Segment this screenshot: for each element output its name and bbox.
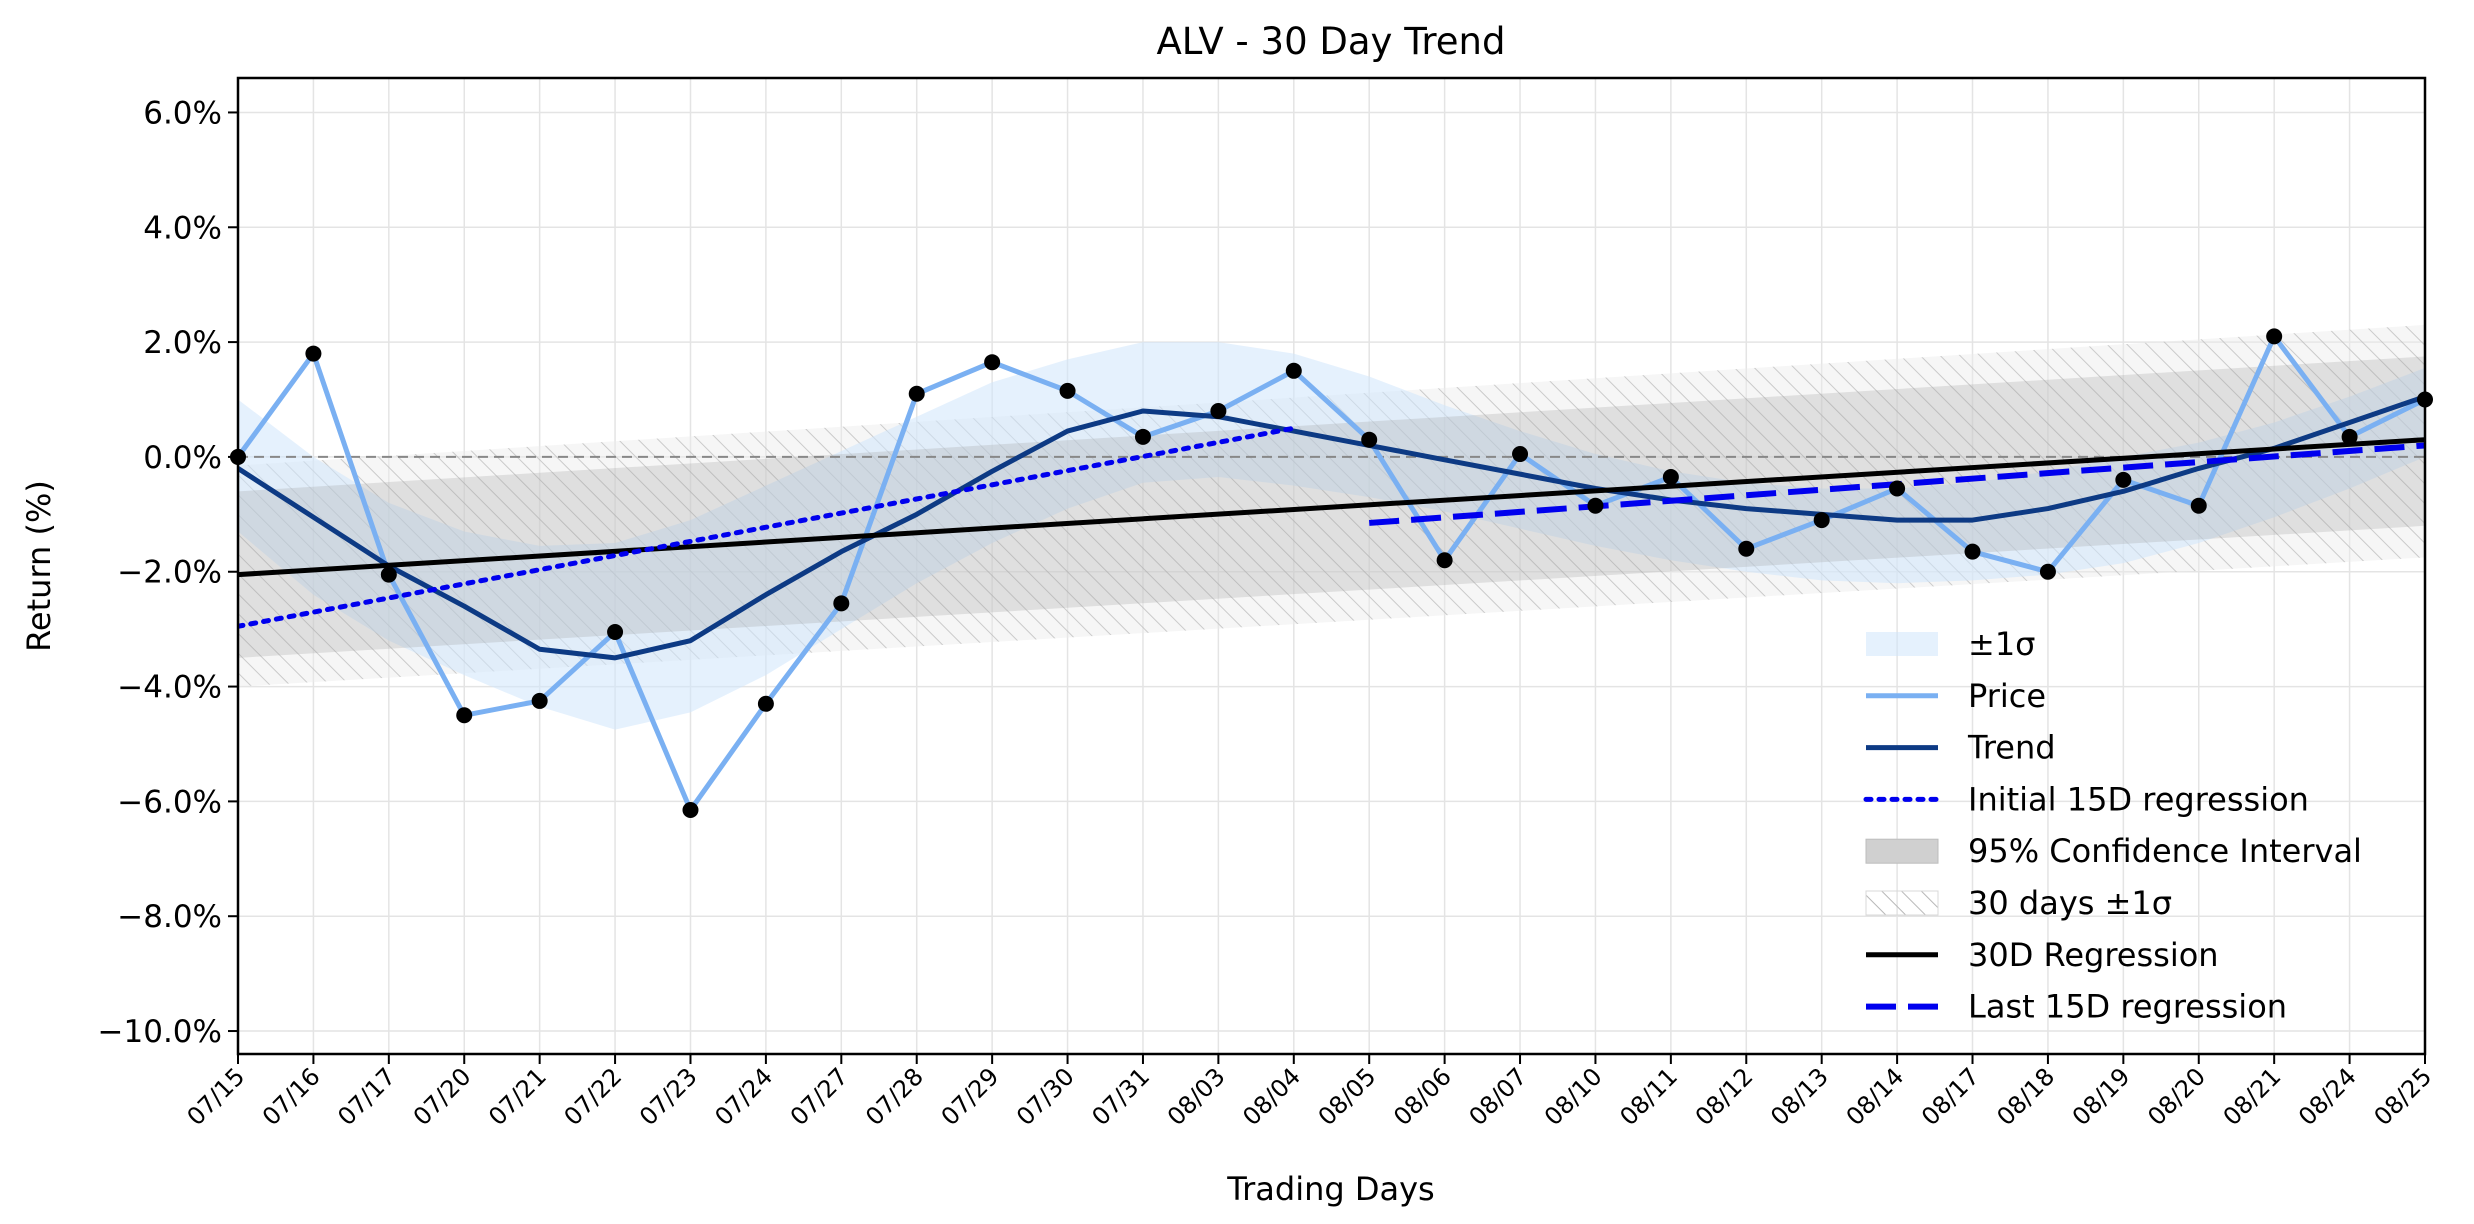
price-point — [2039, 563, 2056, 580]
legend-item: 30 days ±1σ — [1865, 884, 2172, 922]
y-tick-label: 6.0% — [143, 95, 222, 131]
legend-label: Initial 15D regression — [1968, 780, 2309, 818]
price-point — [1813, 512, 1830, 529]
price-point — [531, 692, 548, 709]
legend-swatch — [1866, 632, 1938, 656]
series-lines — [238, 333, 2425, 813]
legend-label: Trend — [1967, 729, 2056, 767]
price-point — [908, 385, 925, 402]
price-point — [1285, 362, 1302, 379]
y-axis-label: Return (%) — [20, 480, 58, 652]
price-point — [1361, 431, 1378, 448]
legend-label: Price — [1968, 677, 2046, 715]
price-point — [1738, 540, 1755, 557]
legend-label: 30 days ±1σ — [1968, 884, 2172, 922]
chart-title: ALV - 30 Day Trend — [1157, 20, 1506, 63]
price-point — [1436, 552, 1453, 569]
legend-item: Last 15D regression — [1866, 988, 2287, 1026]
legend-label: Last 15D regression — [1968, 988, 2287, 1026]
y-tick-label: 2.0% — [143, 325, 222, 361]
legend: ±1σ Price Trend Initial 15D regression 95% C… — [1863, 625, 2362, 1026]
trend-line — [238, 394, 2425, 661]
price-point — [1587, 497, 1604, 514]
price-line — [238, 333, 2425, 813]
regression-30d-line — [238, 437, 2425, 578]
price-point — [984, 354, 1001, 371]
band-sigma — [238, 342, 2425, 730]
y-tick-label: 0.0% — [143, 440, 222, 476]
y-axis: 6.0% 4.0% 2.0% 0.0% −2.0% −4.0% −6.0% −8.0% −10.… — [98, 95, 238, 1050]
legend-item: 95% Confidence Interval — [1865, 832, 2362, 870]
x-axis-label: Trading Days — [1226, 1170, 1434, 1208]
y-tick-label: −6.0% — [117, 784, 222, 820]
price-point — [2190, 497, 2207, 514]
y-tick-label: 4.0% — [143, 210, 222, 246]
y-tick-label: −4.0% — [117, 670, 222, 706]
price-point — [1889, 480, 1906, 497]
y-tick-label: −10.0% — [98, 1014, 222, 1050]
regression-initial-15d-line — [238, 425, 1297, 629]
legend-item: Price — [1866, 677, 2046, 715]
price-point — [1512, 446, 1529, 463]
legend-item: Trend — [1866, 729, 2056, 767]
price-point — [2341, 428, 2358, 445]
legend-item: ±1σ — [1866, 625, 2035, 663]
price-point — [1210, 402, 1227, 419]
legend-item: Initial 15D regression — [1863, 780, 2309, 818]
price-point — [305, 345, 322, 362]
price-point — [1662, 469, 1679, 486]
price-point — [1134, 428, 1151, 445]
y-tick-label: −2.0% — [117, 555, 222, 591]
price-point — [380, 566, 397, 583]
price-point — [1059, 382, 1076, 399]
legend-item: 30D Regression — [1866, 936, 2219, 974]
price-point — [2266, 328, 2283, 345]
price-point — [833, 595, 850, 612]
y-tick-label: −8.0% — [117, 899, 222, 935]
price-point — [1964, 543, 1981, 560]
plot-frame — [236, 76, 2427, 1056]
price-point — [2115, 471, 2132, 488]
legend-label: 30D Regression — [1968, 936, 2219, 974]
price-point — [682, 802, 699, 818]
price-point — [757, 695, 774, 712]
legend-swatch — [1865, 890, 1939, 916]
price-point — [456, 707, 473, 724]
legend-swatch — [1865, 838, 1939, 864]
legend-label: ±1σ — [1968, 625, 2035, 663]
legend-label: 95% Confidence Interval — [1968, 832, 2362, 870]
price-point — [607, 624, 624, 641]
